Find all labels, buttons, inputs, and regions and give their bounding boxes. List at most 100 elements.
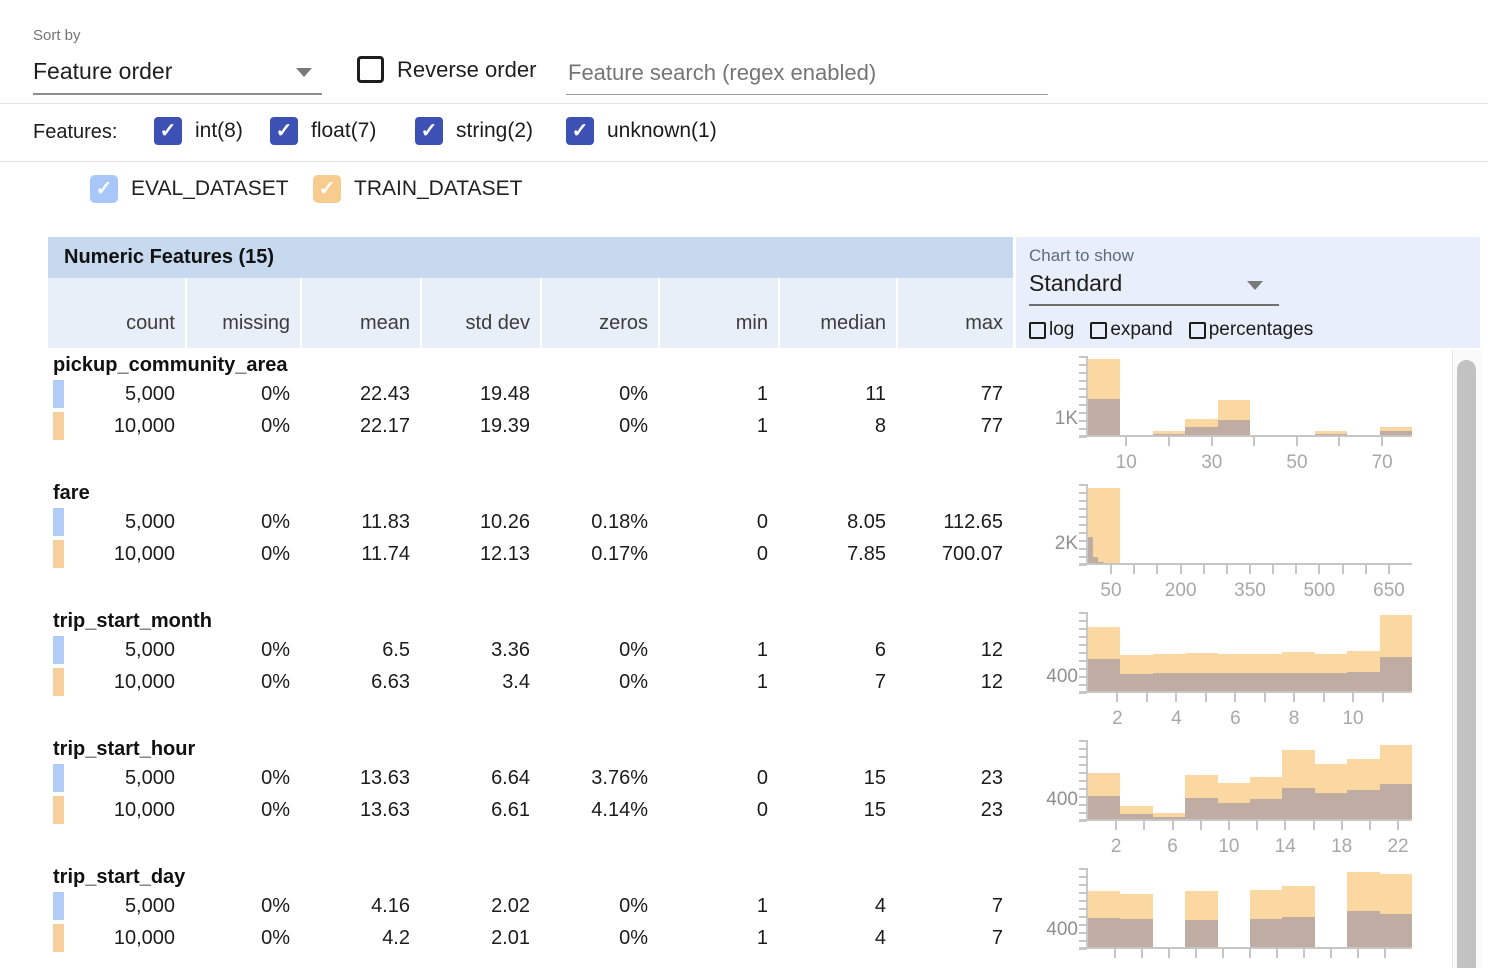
x-axis-tick [1295,565,1298,574]
filter-float-label: float(7) [311,119,377,142]
y-axis-ruler-ticks [1079,484,1087,566]
x-axis-tick [1249,565,1251,574]
filter-string-checkbox[interactable]: ✓ string(2) [415,117,533,145]
chart-type-value: Standard [1029,270,1123,296]
column-header-min: min [658,278,778,348]
stat-cell: 10,000 [48,410,185,442]
x-axis-tick [1284,821,1287,830]
stat-cell: 1 [756,927,768,949]
stat-cell: 19.48 [479,383,530,405]
stat-cell: 11.83 [361,511,410,533]
vertical-scrollbar-thumb[interactable] [1457,360,1476,968]
x-axis-tick [1110,565,1112,574]
y-axis-tick-label: 400 [1046,789,1078,810]
feature-histograms-column: 1K 10 30 50 70 2K 50 200 350 500 650 400 2 4 6 8 10 400 2 6… [1016,350,1446,968]
x-axis-tick [1210,437,1213,446]
stats-column-header-row: count missing mean std dev zeros min med… [48,278,1013,348]
x-axis-tick [1202,565,1205,574]
x-axis-tick [1145,693,1148,702]
x-axis-tick [1133,565,1136,574]
filter-unknown-checkbox[interactable]: ✓ unknown(1) [566,117,717,145]
stat-cell: 1 [756,671,768,693]
y-axis-ruler-ticks [1079,612,1087,694]
stat-cell: 0% [619,927,648,949]
feature-block: pickup_community_area 5,000 0% 22.43 19.48 0%… [48,352,1013,480]
stat-cell: 15 [863,767,886,789]
filter-unknown-label: unknown(1) [607,119,717,142]
feature-search-input[interactable] [566,52,1048,95]
features-filter-label: Features: [33,121,118,143]
x-axis-tick [1340,821,1343,830]
train-dataset-swatch [53,412,64,440]
y-axis-tick-label: 400 [1046,666,1078,688]
stat-cell: 8 [874,415,886,437]
x-axis-tick [1330,949,1332,958]
vertical-scrollbar-track[interactable] [1452,350,1482,968]
stat-cell: 7 [874,671,886,693]
stat-cell: 12.13 [479,543,530,565]
stat-cell: 0% [619,639,648,661]
filter-int-checkbox[interactable]: ✓ int(8) [154,117,243,145]
eval-dataset-swatch [53,508,64,536]
stat-cell: 22.17 [359,415,410,437]
x-axis-line [1079,691,1412,693]
y-axis-line [1086,356,1088,437]
feature-block: trip_start_hour 5,000 0% 13.63 6.64 3.76% 0 15 2… [48,736,1013,864]
train-dataset-toggle[interactable]: ✓ TRAIN_DATASET [313,175,522,203]
sort-by-dropdown[interactable]: Feature order [33,54,322,95]
stat-cell: 0 [756,767,768,789]
stat-row: 10,000 0% 22.17 19.39 0% 1 8 77 [48,410,1013,442]
x-axis-tick-label: 14 [1274,836,1296,857]
x-axis-tick [1222,949,1225,958]
y-axis-tick-label: 1K [1054,407,1078,429]
chart-type-dropdown[interactable]: Standard [1029,267,1279,306]
stat-cell: 4 [874,927,886,949]
x-axis-tick [1115,821,1118,830]
histogram-bar-eval_dataset [1217,802,1250,820]
stat-cell: 7 [991,895,1003,917]
stat-cell: 0% [261,671,290,693]
histogram-bar-eval_dataset [1088,398,1121,436]
histogram-bar-eval_dataset [1088,658,1121,692]
x-axis-tick [1199,821,1202,830]
y-axis-ruler-ticks [1079,356,1087,438]
stat-cell: 10,000 [48,538,185,570]
x-axis-tick [1175,693,1178,702]
stat-cell: 8.05 [847,511,886,533]
histogram-bar-eval_dataset [1379,656,1412,692]
log-label: log [1049,319,1075,340]
x-axis-tick [1227,821,1230,830]
eval-dataset-swatch [53,636,64,664]
histogram-bar-eval_dataset [1282,673,1315,692]
checkbox-checked-icon: ✓ [154,117,182,145]
feature-name: trip_start_day [53,866,186,888]
stat-cell: 0% [261,383,290,405]
feature-name: trip_start_month [53,610,212,632]
column-header-mean: mean [300,278,420,348]
stat-cell: 23 [980,799,1003,821]
feature-block: fare 5,000 0% 11.83 10.26 0.18% 0 8.05 112.65 10,… [48,480,1013,608]
stat-row: 5,000 0% 22.43 19.48 0% 1 11 77 [48,378,1013,410]
eval-dataset-checkbox-icon: ✓ [90,175,118,203]
stat-row: 5,000 0% 6.5 3.36 0% 1 6 12 [48,634,1013,666]
reverse-order-checkbox[interactable] [357,56,384,83]
x-axis-tick [1125,437,1128,446]
log-checkbox[interactable] [1029,321,1046,339]
x-axis-tick-label: 2 [1112,708,1123,729]
x-axis-tick [1338,437,1341,446]
eval-dataset-toggle[interactable]: ✓ EVAL_DATASET [90,175,289,203]
stat-cell: 0.17% [591,543,648,565]
filter-float-checkbox[interactable]: ✓ float(7) [270,117,376,145]
histogram-bar-eval_dataset [1379,913,1412,948]
histogram-bar-train_dataset [1379,426,1412,436]
expand-checkbox[interactable] [1090,321,1108,339]
stat-cell: 5,000 [48,634,185,666]
y-axis-tick-label: 400 [1046,919,1078,941]
stat-cell: 13.63 [359,799,410,821]
percentages-checkbox[interactable] [1188,321,1206,339]
stat-cell: 12 [980,671,1003,693]
stat-cell: 2.02 [491,895,530,917]
stat-cell: 1 [756,415,768,437]
stat-cell: 5,000 [48,506,185,538]
